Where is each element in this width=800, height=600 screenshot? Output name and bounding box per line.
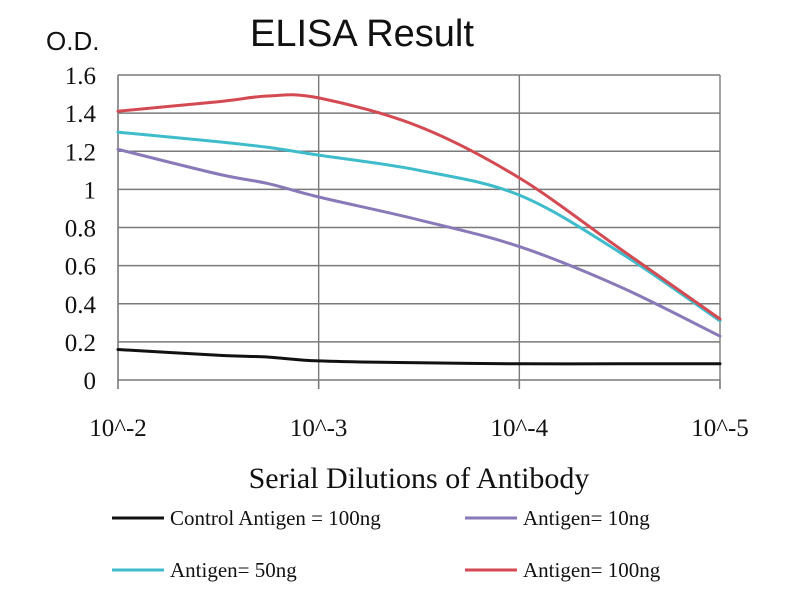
chart-title: ELISA Result	[250, 13, 474, 55]
legend-item: Antigen= 100ng	[465, 558, 661, 582]
y-axis-label: O.D.	[46, 26, 99, 56]
legend-item: Control Antigen = 100ng	[112, 506, 381, 530]
grid	[118, 74, 721, 380]
x-axis-label: Serial Dilutions of Antibody	[249, 462, 590, 495]
x-tick-label: 10^-5	[691, 415, 749, 442]
legend-label: Control Antigen = 100ng	[170, 506, 381, 530]
legend-label: Antigen= 10ng	[523, 506, 650, 530]
legend-label: Antigen= 100ng	[523, 558, 661, 582]
y-tick-label: 0.4	[65, 292, 97, 319]
legend-label: Antigen= 50ng	[170, 558, 297, 582]
legend-item: Antigen= 10ng	[465, 506, 650, 530]
legend: Control Antigen = 100ng Antigen= 10ng Anti…	[112, 506, 661, 582]
y-tick-label: 0.8	[65, 216, 96, 243]
x-tick-label: 10^-3	[290, 415, 348, 442]
y-tick-label: 0	[84, 368, 97, 395]
axes	[117, 75, 721, 389]
series-line-1	[116, 348, 722, 366]
x-tick-label: 10^-4	[491, 415, 549, 442]
series-line-4	[116, 93, 722, 321]
y-tick-labels: 0 0.2 0.4 0.6 0.8 1 1.2 1.4 1.6	[65, 63, 97, 395]
y-tick-label: 1.4	[65, 101, 97, 128]
series-line-3	[116, 130, 722, 323]
legend-item: Antigen= 50ng	[112, 558, 297, 582]
y-tick-label: 1.2	[65, 139, 96, 166]
y-tick-label: 0.6	[65, 254, 96, 281]
plot-area	[116, 93, 722, 366]
y-tick-label: 1	[84, 177, 97, 204]
y-tick-label: 1.6	[65, 63, 96, 90]
y-tick-label: 0.2	[65, 330, 96, 357]
series-line-2	[116, 147, 722, 338]
x-tick-labels: 10^-2 10^-3 10^-4 10^-5	[89, 415, 749, 442]
x-tick-label: 10^-2	[89, 415, 147, 442]
